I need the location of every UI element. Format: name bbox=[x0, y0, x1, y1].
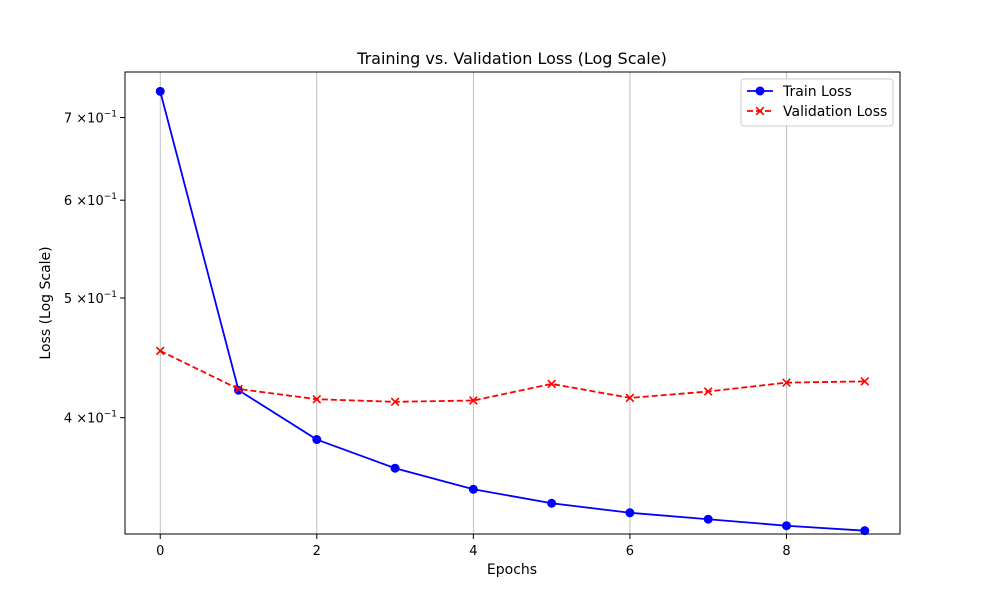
x-axis-label: Epochs bbox=[487, 562, 537, 578]
y-tick-label: 7 ×10−1 bbox=[64, 110, 117, 127]
legend-marker bbox=[755, 106, 765, 116]
data-point bbox=[390, 463, 400, 473]
chart-title: Training vs. Validation Loss (Log Scale) bbox=[356, 49, 667, 68]
data-point bbox=[234, 384, 243, 394]
data-point bbox=[781, 521, 791, 531]
data-point bbox=[547, 498, 557, 508]
legend-item: Validation Loss bbox=[747, 104, 887, 120]
x-axis: 0 2 4 6 8 bbox=[156, 534, 791, 559]
x-tick-label: 0 bbox=[156, 544, 164, 559]
legend-label: Validation Loss bbox=[783, 104, 887, 120]
data-point bbox=[390, 397, 400, 407]
data-point bbox=[782, 378, 791, 387]
series-1 bbox=[155, 346, 870, 407]
data-point bbox=[312, 435, 322, 445]
x-tick-label: 2 bbox=[313, 544, 321, 559]
data-point bbox=[155, 86, 165, 96]
plot-frame bbox=[124, 71, 901, 535]
series-line bbox=[159, 350, 865, 403]
legend-marker bbox=[755, 86, 765, 96]
legend: Train Loss Validation Loss bbox=[740, 78, 894, 127]
data-point bbox=[155, 346, 165, 356]
data-point bbox=[703, 387, 713, 396]
data-point bbox=[625, 393, 635, 403]
y-tick-label: 4 ×10−1 bbox=[64, 410, 117, 427]
x-tick-label: 6 bbox=[626, 544, 634, 559]
data-point bbox=[312, 394, 322, 404]
plot-series bbox=[155, 86, 870, 536]
data-point bbox=[860, 377, 870, 386]
data-point bbox=[703, 514, 713, 524]
y-tick-label: 6 ×10−1 bbox=[64, 192, 117, 209]
legend-item: Train Loss bbox=[747, 84, 852, 100]
data-point bbox=[468, 484, 478, 494]
data-point bbox=[860, 526, 870, 536]
legend-box bbox=[740, 78, 894, 127]
data-point bbox=[468, 396, 478, 405]
series-0 bbox=[155, 86, 870, 536]
data-point bbox=[547, 379, 557, 389]
y-axis: 4 ×10−1 5 ×10−1 6 ×10−1 7 ×10−1 bbox=[64, 110, 125, 427]
y-tick-label: 5 ×10−1 bbox=[64, 290, 117, 307]
x-tick-label: 8 bbox=[782, 544, 790, 559]
grid-lines bbox=[159, 72, 787, 534]
data-point bbox=[625, 508, 635, 518]
legend-label: Train Loss bbox=[782, 84, 852, 100]
series-line bbox=[159, 91, 865, 532]
y-axis-label: Loss (Log Scale) bbox=[38, 246, 54, 359]
x-tick-label: 4 bbox=[469, 544, 477, 559]
